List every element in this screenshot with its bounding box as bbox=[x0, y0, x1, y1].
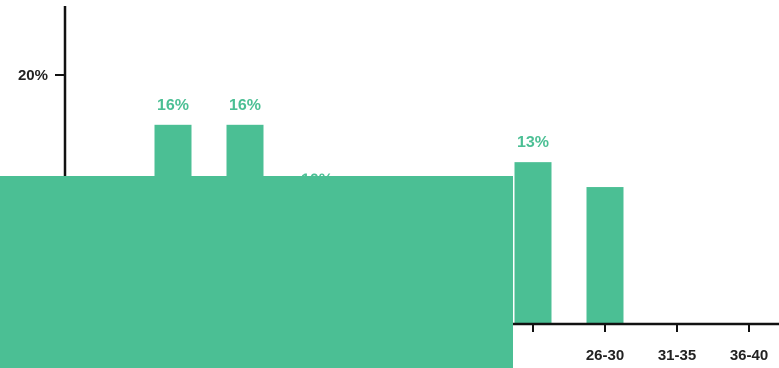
y-tick-label: 20% bbox=[18, 67, 48, 84]
data-label: 16% bbox=[229, 97, 261, 114]
data-labels-group: 16%16%10%13% bbox=[157, 97, 549, 189]
bar bbox=[514, 162, 552, 324]
x-tick-label: 36-40 bbox=[730, 347, 768, 364]
bar bbox=[586, 187, 624, 324]
occluding-panel bbox=[0, 176, 513, 368]
data-label: 13% bbox=[517, 134, 549, 151]
data-label: 16% bbox=[157, 97, 189, 114]
x-tick-label: 26-30 bbox=[586, 347, 624, 364]
x-tick-label: 31-35 bbox=[658, 347, 696, 364]
y-ticks-group: 20% bbox=[18, 67, 65, 84]
